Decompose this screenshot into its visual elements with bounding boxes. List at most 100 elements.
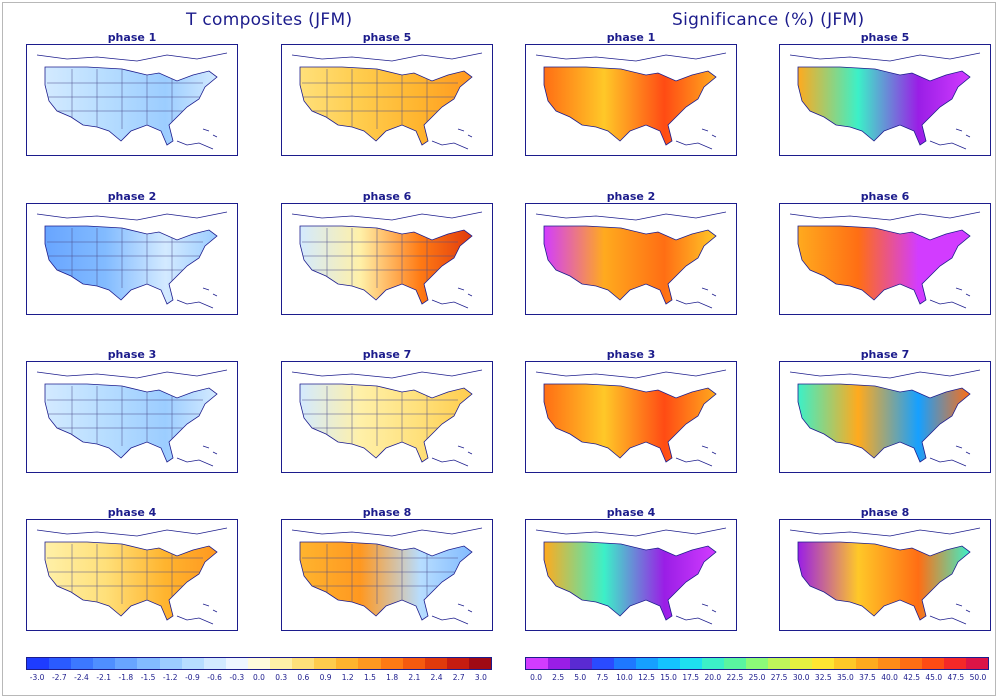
significance-map-phase-7 xyxy=(779,361,991,473)
temperature-map-phase-4 xyxy=(26,519,238,631)
temperature-colorbar-tick-label: -3.0 xyxy=(29,673,45,682)
significance-colorbar-tick-label: 2.5 xyxy=(552,673,565,682)
temperature-colorbar-tick-label: 2.4 xyxy=(430,673,443,682)
temperature-panel-label: phase 4 xyxy=(107,506,157,519)
significance-colorbar-swatch xyxy=(658,658,680,669)
significance-panel-label: phase 5 xyxy=(860,31,910,44)
temperature-colorbar-labels: -3.0 -2.7 -2.4 -2.1 -1.8 -1.5 -1.2 -0.9 -0.6 -0.3… xyxy=(26,673,492,683)
significance-colorbar-swatch xyxy=(834,658,856,669)
significance-colorbar-swatch xyxy=(900,658,922,669)
significance-colorbar-tick-label: 5.0 xyxy=(574,673,587,682)
temperature-colorbar-tick-label: -2.1 xyxy=(96,673,111,682)
temperature-colorbar-swatch xyxy=(424,658,447,669)
significance-colorbar-swatch xyxy=(570,658,592,669)
temperature-colorbar-swatch xyxy=(27,658,50,669)
temperature-colorbar-tick-label: 1.2 xyxy=(341,673,354,682)
significance-panel-label: phase 3 xyxy=(606,348,656,361)
temperature-colorbar-swatch xyxy=(49,658,72,669)
temperature-panel-label: phase 3 xyxy=(107,348,157,361)
significance-colorbar-tick-label: 50.0 xyxy=(969,673,987,682)
significance-panel-label: phase 8 xyxy=(860,506,910,519)
significance-panel-label: phase 4 xyxy=(606,506,656,519)
significance-map-phase-6 xyxy=(779,203,991,315)
temperature-map-phase-8 xyxy=(281,519,493,631)
significance-map-phase-3 xyxy=(525,361,737,473)
significance-map-phase-5 xyxy=(779,44,991,156)
significance-colorbar-swatch xyxy=(548,658,570,669)
temperature-colorbar-swatch xyxy=(181,658,204,669)
significance-colorbar-swatch xyxy=(702,658,724,669)
significance-colorbar-tick-label: 15.0 xyxy=(660,673,677,682)
significance-colorbar-swatch xyxy=(614,658,636,669)
temperature-colorbar-tick-label: -0.3 xyxy=(229,673,245,682)
temperature-colorbar-swatch xyxy=(137,658,160,669)
significance-colorbar-tick-label: 27.5 xyxy=(770,673,788,682)
temperature-colorbar-tick-label: 1.5 xyxy=(363,673,376,682)
temperature-colorbar-tick-label: 3.0 xyxy=(474,673,487,682)
temperature-colorbar-tick-label: 0.9 xyxy=(319,673,332,682)
temperature-colorbar-tick-label: -1.8 xyxy=(118,673,134,682)
temperature-colorbar-swatch xyxy=(468,658,491,669)
temperature-panel-label: phase 8 xyxy=(362,506,412,519)
temperature-colorbar-tick-label: -0.9 xyxy=(185,673,200,682)
temperature-colorbar-tick-label: -1.5 xyxy=(140,673,156,682)
temperature-colorbar-tick-label: -2.4 xyxy=(74,673,89,682)
significance-colorbar-tick-label: 40.0 xyxy=(881,673,898,682)
temperature-colorbar-tick-label: 0.3 xyxy=(275,673,288,682)
temperature-panel-label: phase 7 xyxy=(362,348,412,361)
significance-colorbar-tick-label: 30.0 xyxy=(792,673,810,682)
temperature-colorbar-tick-label: -2.7 xyxy=(51,673,67,682)
temperature-colorbar-swatch xyxy=(93,658,116,669)
temperature-map-phase-6 xyxy=(281,203,493,315)
significance-colorbar-tick-label: 42.5 xyxy=(903,673,921,682)
temperature-colorbar-tick-label: 0.6 xyxy=(297,673,310,682)
significance-map-phase-8 xyxy=(779,519,991,631)
significance-panel-label: phase 7 xyxy=(860,348,910,361)
significance-colorbar-tick-label: 37.5 xyxy=(859,673,876,682)
significance-colorbar-swatch xyxy=(878,658,900,669)
significance-map-phase-2 xyxy=(525,203,737,315)
temperature-panel-label: phase 6 xyxy=(362,190,412,203)
significance-colorbar-tick-label: 20.0 xyxy=(704,673,722,682)
temperature-map-phase-3 xyxy=(26,361,238,473)
significance-colorbar-tick-label: 22.5 xyxy=(726,673,744,682)
temperature-colorbar-swatch xyxy=(314,658,337,669)
significance-colorbar-swatch xyxy=(790,658,812,669)
significance-colorbar-tick-label: 25.0 xyxy=(748,673,766,682)
significance-colorbar-labels: 0.0 2.5 5.0 7.5 10.0 12.5 15.0 17.5 20.0 22.5 25.0… xyxy=(525,673,989,683)
significance-panel-label: phase 1 xyxy=(606,31,656,44)
right-title: Significance (%) (JFM) xyxy=(672,10,865,30)
significance-colorbar-swatch xyxy=(526,658,548,669)
temperature-colorbar-swatch xyxy=(336,658,359,669)
significance-panel-label: phase 2 xyxy=(606,190,656,203)
significance-colorbar-swatch xyxy=(922,658,944,669)
left-title: T composites (JFM) xyxy=(186,10,353,30)
significance-colorbar-tick-label: 10.0 xyxy=(616,673,633,682)
temperature-colorbar-swatch xyxy=(225,658,248,669)
significance-colorbar-swatch xyxy=(966,658,988,669)
temperature-colorbar-swatch xyxy=(270,658,293,669)
significance-colorbar-tick-label: 47.5 xyxy=(947,673,965,682)
temperature-colorbar-swatch xyxy=(203,658,226,669)
significance-colorbar-swatch xyxy=(724,658,746,669)
significance-colorbar-tick-label: 17.5 xyxy=(682,673,700,682)
temperature-colorbar-swatch xyxy=(358,658,381,669)
significance-colorbar-swatch xyxy=(768,658,790,669)
temperature-colorbar-tick-label: 2.7 xyxy=(452,673,465,682)
significance-map-phase-4 xyxy=(525,519,737,631)
temperature-panel-label: phase 2 xyxy=(107,190,157,203)
significance-colorbar-tick-label: 45.0 xyxy=(925,673,943,682)
significance-colorbar-swatch xyxy=(592,658,614,669)
significance-colorbar xyxy=(525,657,989,670)
significance-colorbar-swatch xyxy=(812,658,834,669)
temperature-map-phase-7 xyxy=(281,361,493,473)
significance-colorbar-tick-label: 0.0 xyxy=(530,673,543,682)
temperature-colorbar-tick-label: 0.0 xyxy=(253,673,265,682)
significance-colorbar-swatch xyxy=(856,658,878,669)
temperature-colorbar-tick-label: -1.2 xyxy=(162,673,178,682)
temperature-colorbar xyxy=(26,657,492,670)
temperature-colorbar-swatch xyxy=(71,658,94,669)
temperature-colorbar-swatch xyxy=(380,658,403,669)
significance-panel-label: phase 6 xyxy=(860,190,910,203)
